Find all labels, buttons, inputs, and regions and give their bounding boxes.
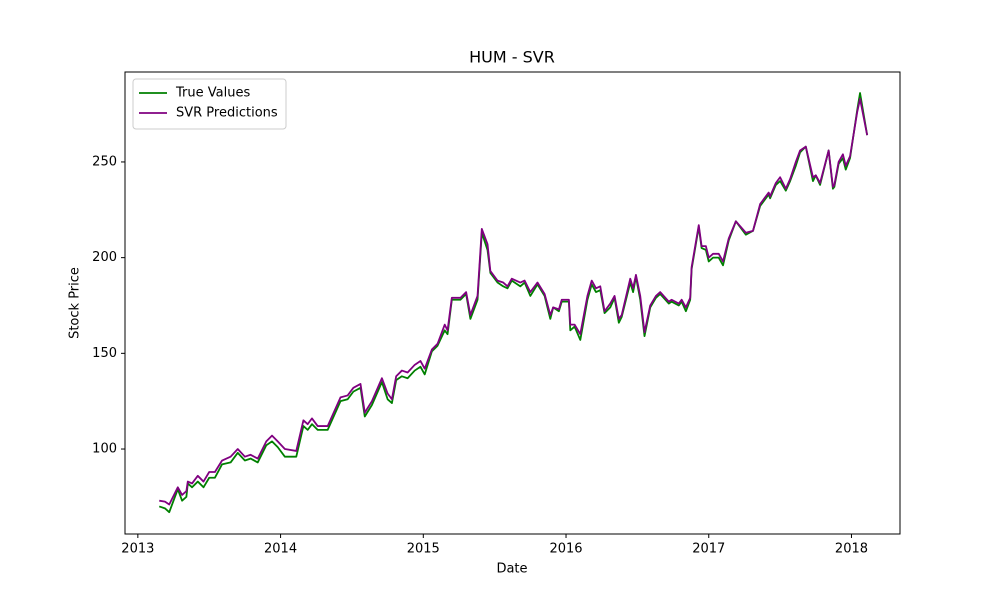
y-tick-label: 150 [92, 346, 117, 361]
x-tick-label: 2018 [835, 542, 868, 557]
x-axis-label: Date [496, 562, 527, 577]
y-tick-label: 250 [92, 154, 117, 169]
x-tick-label: 2015 [407, 542, 440, 557]
y-tick-label: 100 [92, 442, 117, 457]
chart-title: HUM - SVR [469, 48, 555, 67]
x-tick-label: 2016 [549, 542, 582, 557]
y-axis-label: Stock Price [68, 267, 83, 339]
x-tick-label: 2013 [121, 542, 154, 557]
x-tick-label: 2017 [692, 542, 725, 557]
y-tick-label: 200 [92, 250, 117, 265]
legend-label: True Values [175, 86, 250, 101]
legend-box [132, 78, 287, 130]
x-tick-label: 2014 [264, 542, 297, 557]
legend-label: SVR Predictions [176, 106, 278, 121]
series-line [159, 97, 869, 506]
plot-frame [124, 71, 901, 535]
